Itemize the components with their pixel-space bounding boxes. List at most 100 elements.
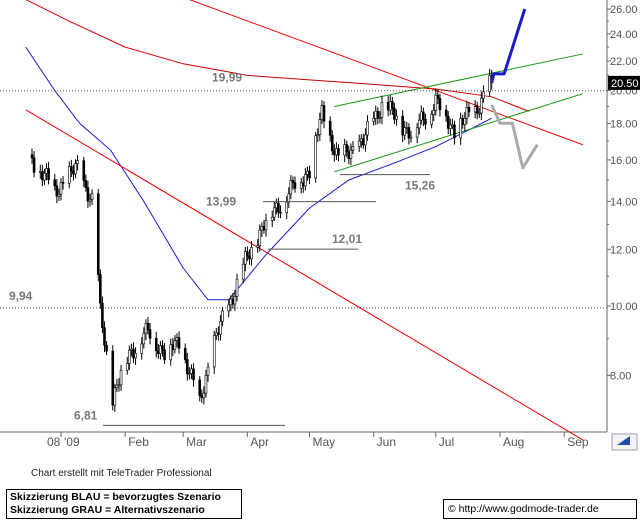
candle-body xyxy=(74,163,77,175)
candle-body xyxy=(403,127,407,136)
credit-text: Chart erstellt mit TeleTrader Profession… xyxy=(31,468,212,479)
candle-body xyxy=(90,193,94,200)
annotation-label: 13,99 xyxy=(206,195,236,209)
scroll-arrow-button[interactable] xyxy=(611,433,638,451)
candle-body xyxy=(349,149,353,159)
candle-body xyxy=(451,124,454,127)
candle-body xyxy=(335,148,338,156)
candle-body xyxy=(59,182,63,195)
candle-body xyxy=(391,101,394,109)
candle-body xyxy=(362,138,365,146)
candle-body xyxy=(221,310,224,322)
candle-body xyxy=(159,345,162,354)
candle-body xyxy=(41,171,44,181)
candle-body xyxy=(477,112,481,115)
candle-body xyxy=(161,345,164,351)
candle-body xyxy=(374,110,378,119)
candle-body xyxy=(461,118,465,125)
moving-average-red-line xyxy=(25,0,530,112)
candle-body xyxy=(376,110,380,119)
candle-body xyxy=(215,332,218,336)
level-label: 19,99 xyxy=(212,71,242,85)
candle-body xyxy=(188,373,191,375)
candle-body xyxy=(351,146,355,151)
candle-body xyxy=(415,127,419,138)
arrow-icon xyxy=(617,436,630,445)
candle-body xyxy=(277,202,280,213)
candle-body xyxy=(322,105,326,122)
candle-body xyxy=(76,160,79,164)
candle-body xyxy=(285,201,289,213)
candle-body xyxy=(407,127,411,139)
candle-body xyxy=(177,337,181,349)
x-tick-label: Sep xyxy=(567,435,589,449)
candle-body xyxy=(364,134,367,146)
candle-body xyxy=(248,255,251,260)
candle-body xyxy=(235,278,239,297)
candle-body xyxy=(115,384,119,389)
candle-body xyxy=(488,75,491,92)
x-tick-label: '09 xyxy=(64,435,80,449)
candle-body xyxy=(473,106,477,113)
candle-body xyxy=(434,94,438,111)
candle-body xyxy=(206,366,210,376)
scenario-grey-line xyxy=(490,104,539,170)
candle-body xyxy=(343,144,346,156)
candle-body xyxy=(154,337,158,351)
candle-body xyxy=(47,168,50,181)
candle-body xyxy=(386,102,390,111)
candle-body xyxy=(43,172,46,181)
candle-body xyxy=(38,171,42,173)
level-label: 9,94 xyxy=(9,289,33,303)
candle-body xyxy=(241,263,245,280)
candle-body xyxy=(82,160,86,181)
y-tick-label: 24.00 xyxy=(610,29,638,41)
channel-line-green xyxy=(334,53,583,107)
candle-body xyxy=(388,101,392,111)
candle-body xyxy=(393,107,396,120)
candle-body xyxy=(316,134,320,137)
annotation-label: 12,01 xyxy=(332,232,362,246)
candle-body xyxy=(258,229,262,247)
x-tick-label: Mar xyxy=(186,435,207,449)
candle-body xyxy=(217,332,220,335)
candle-body xyxy=(246,251,249,257)
candle-body xyxy=(453,124,456,139)
source-url-link[interactable]: © http://www.godmode-trader.de xyxy=(443,499,637,519)
candle-body xyxy=(333,150,336,156)
x-tick-label: May xyxy=(312,435,335,449)
candle-body xyxy=(347,151,351,159)
candle-body xyxy=(132,348,135,359)
candle-body xyxy=(446,115,450,129)
trendline-red xyxy=(25,109,584,441)
candle-body xyxy=(186,359,189,375)
candle-body xyxy=(359,138,363,142)
candle-body xyxy=(380,102,384,118)
candle-body xyxy=(444,109,448,117)
candle-body xyxy=(128,349,131,364)
candle-body xyxy=(306,170,309,175)
candle-body xyxy=(105,344,108,352)
candle-body xyxy=(289,180,293,195)
candle-body xyxy=(72,170,75,175)
candle-body xyxy=(337,148,340,156)
candle-body xyxy=(99,274,102,304)
y-tick-label: 18.00 xyxy=(610,118,638,130)
candle-body xyxy=(61,182,65,184)
x-tick-label: Jun xyxy=(377,435,396,449)
x-tick-label: Feb xyxy=(128,435,149,449)
candle-body xyxy=(190,368,193,374)
candle-body xyxy=(134,353,137,359)
candle-body xyxy=(420,111,423,121)
candle-body xyxy=(32,157,36,173)
candle-body xyxy=(30,154,34,159)
candle-body xyxy=(299,182,303,189)
candle-body xyxy=(233,296,237,305)
candle-body xyxy=(463,117,467,125)
candle-body xyxy=(212,335,216,368)
candle-body xyxy=(146,322,150,330)
y-tick-label: 22.00 xyxy=(610,56,638,68)
trendline-red xyxy=(189,0,584,146)
candle-body xyxy=(103,327,106,346)
